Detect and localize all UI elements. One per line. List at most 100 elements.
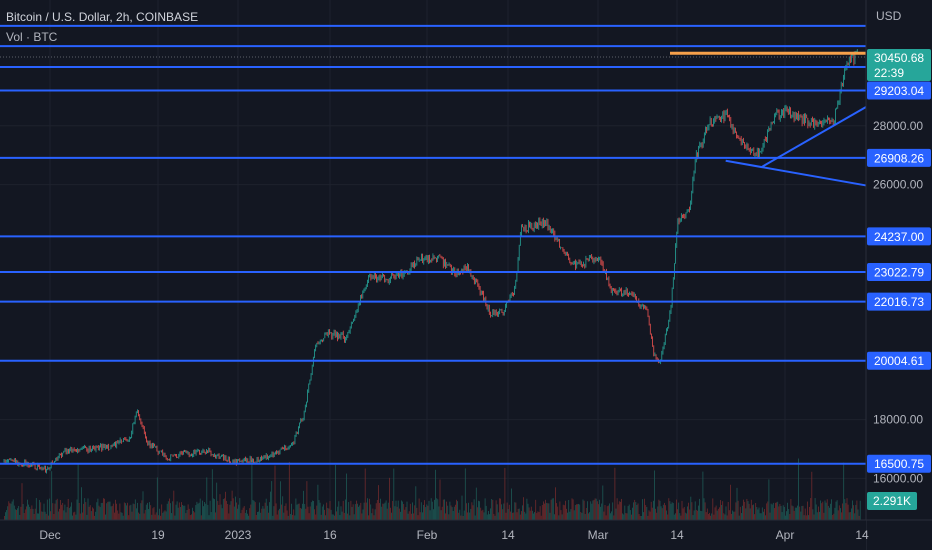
x-tick-label: 14 — [670, 528, 684, 542]
volume-bar — [164, 510, 166, 520]
volume-bar — [702, 471, 704, 520]
volume-bar — [778, 506, 780, 520]
volume-bar — [621, 498, 622, 520]
volume-bar — [698, 505, 699, 520]
volume-bar — [208, 515, 210, 520]
volume-bar — [649, 511, 651, 520]
volume-bar — [659, 500, 661, 520]
volume-bar — [492, 499, 494, 520]
volume-bar — [150, 505, 152, 520]
volume-bar — [777, 501, 779, 520]
volume-bar — [345, 499, 346, 520]
volume-bar — [615, 508, 617, 520]
volume-bar — [775, 502, 776, 520]
volume-bar — [459, 509, 461, 520]
volume-bar — [756, 506, 758, 520]
volume-bar — [562, 504, 564, 520]
volume-bar — [41, 511, 43, 520]
volume-bar — [221, 508, 223, 520]
volume-bar — [85, 502, 87, 520]
volume-bar — [174, 515, 176, 520]
volume-bar — [340, 506, 342, 520]
volume-bar — [75, 514, 77, 520]
volume-bar — [250, 504, 252, 520]
volume-bar — [101, 502, 103, 520]
volume-bar — [709, 512, 710, 520]
volume-bar — [63, 510, 65, 520]
volume-bar — [495, 500, 497, 520]
volume-bar — [808, 515, 809, 520]
volume-bar — [371, 513, 373, 520]
volume-bar — [827, 505, 829, 520]
volume-bar — [248, 515, 249, 520]
volume-bar — [126, 505, 127, 520]
volume-bar — [396, 506, 398, 520]
volume-bar — [334, 515, 335, 520]
y-tick-label: 28000.00 — [873, 119, 923, 133]
volume-bar — [412, 502, 413, 520]
volume-bar — [109, 501, 111, 520]
volume-bar — [538, 512, 540, 520]
volume-bar — [826, 499, 828, 520]
volume-bar — [736, 487, 738, 520]
volume-bar — [686, 513, 687, 520]
volume-bar — [844, 499, 846, 520]
volume-bar — [27, 499, 28, 520]
volume-bar — [664, 502, 665, 520]
volume-bar — [452, 511, 454, 520]
volume-bar — [638, 514, 640, 520]
volume-bar — [797, 505, 798, 520]
last-price-tag — [867, 49, 931, 81]
volume-bar — [481, 510, 483, 520]
volume-bar — [185, 513, 187, 520]
volume-bar — [759, 513, 761, 520]
volume-bar — [309, 506, 311, 520]
volume-bar — [625, 513, 627, 520]
volume-bar — [671, 502, 673, 520]
volume-bar — [154, 514, 156, 520]
volume-bar — [794, 507, 796, 520]
volume-bar — [503, 503, 505, 520]
volume-bar — [785, 515, 786, 520]
volume-bar — [745, 508, 747, 520]
volume-bar — [186, 509, 188, 520]
volume-bar — [306, 481, 308, 520]
volume-bar — [327, 507, 329, 520]
volume-indicator-label[interactable]: Vol · BTC — [6, 30, 58, 44]
volume-bar — [607, 505, 609, 520]
volume-bar — [71, 502, 72, 520]
volume-bar — [400, 511, 401, 520]
volume-bar — [144, 509, 146, 520]
volume-bar — [103, 498, 104, 520]
volume-bar — [226, 500, 227, 520]
volume-bar — [656, 512, 658, 520]
volume-bar — [616, 498, 618, 520]
volume-bar — [427, 505, 429, 520]
volume-bar — [258, 511, 259, 520]
volume-bar — [365, 502, 367, 520]
volume-bar — [838, 505, 840, 520]
volume-bar — [821, 503, 823, 520]
volume-bar — [270, 491, 271, 520]
volume-bar — [798, 458, 799, 520]
volume-bar — [853, 505, 854, 520]
volume-bar — [37, 513, 38, 520]
volume-bar — [714, 507, 716, 520]
volume-bar — [375, 503, 377, 520]
volume-bar — [446, 501, 447, 520]
volume-bar — [119, 503, 121, 520]
volume-bar — [32, 508, 34, 520]
volume-bar — [629, 510, 631, 520]
symbol-title[interactable]: Bitcoin / U.S. Dollar, 2h, COINBASE — [6, 10, 199, 24]
volume-bar — [810, 498, 812, 520]
volume-bar — [419, 512, 421, 520]
volume-bar — [305, 508, 307, 520]
y-tick-label: 16000.00 — [873, 471, 923, 485]
volume-bar — [131, 511, 133, 520]
volume-bar — [125, 503, 126, 520]
volume-bar — [767, 501, 769, 520]
volume-bar — [603, 511, 605, 520]
volume-bar — [550, 499, 552, 520]
